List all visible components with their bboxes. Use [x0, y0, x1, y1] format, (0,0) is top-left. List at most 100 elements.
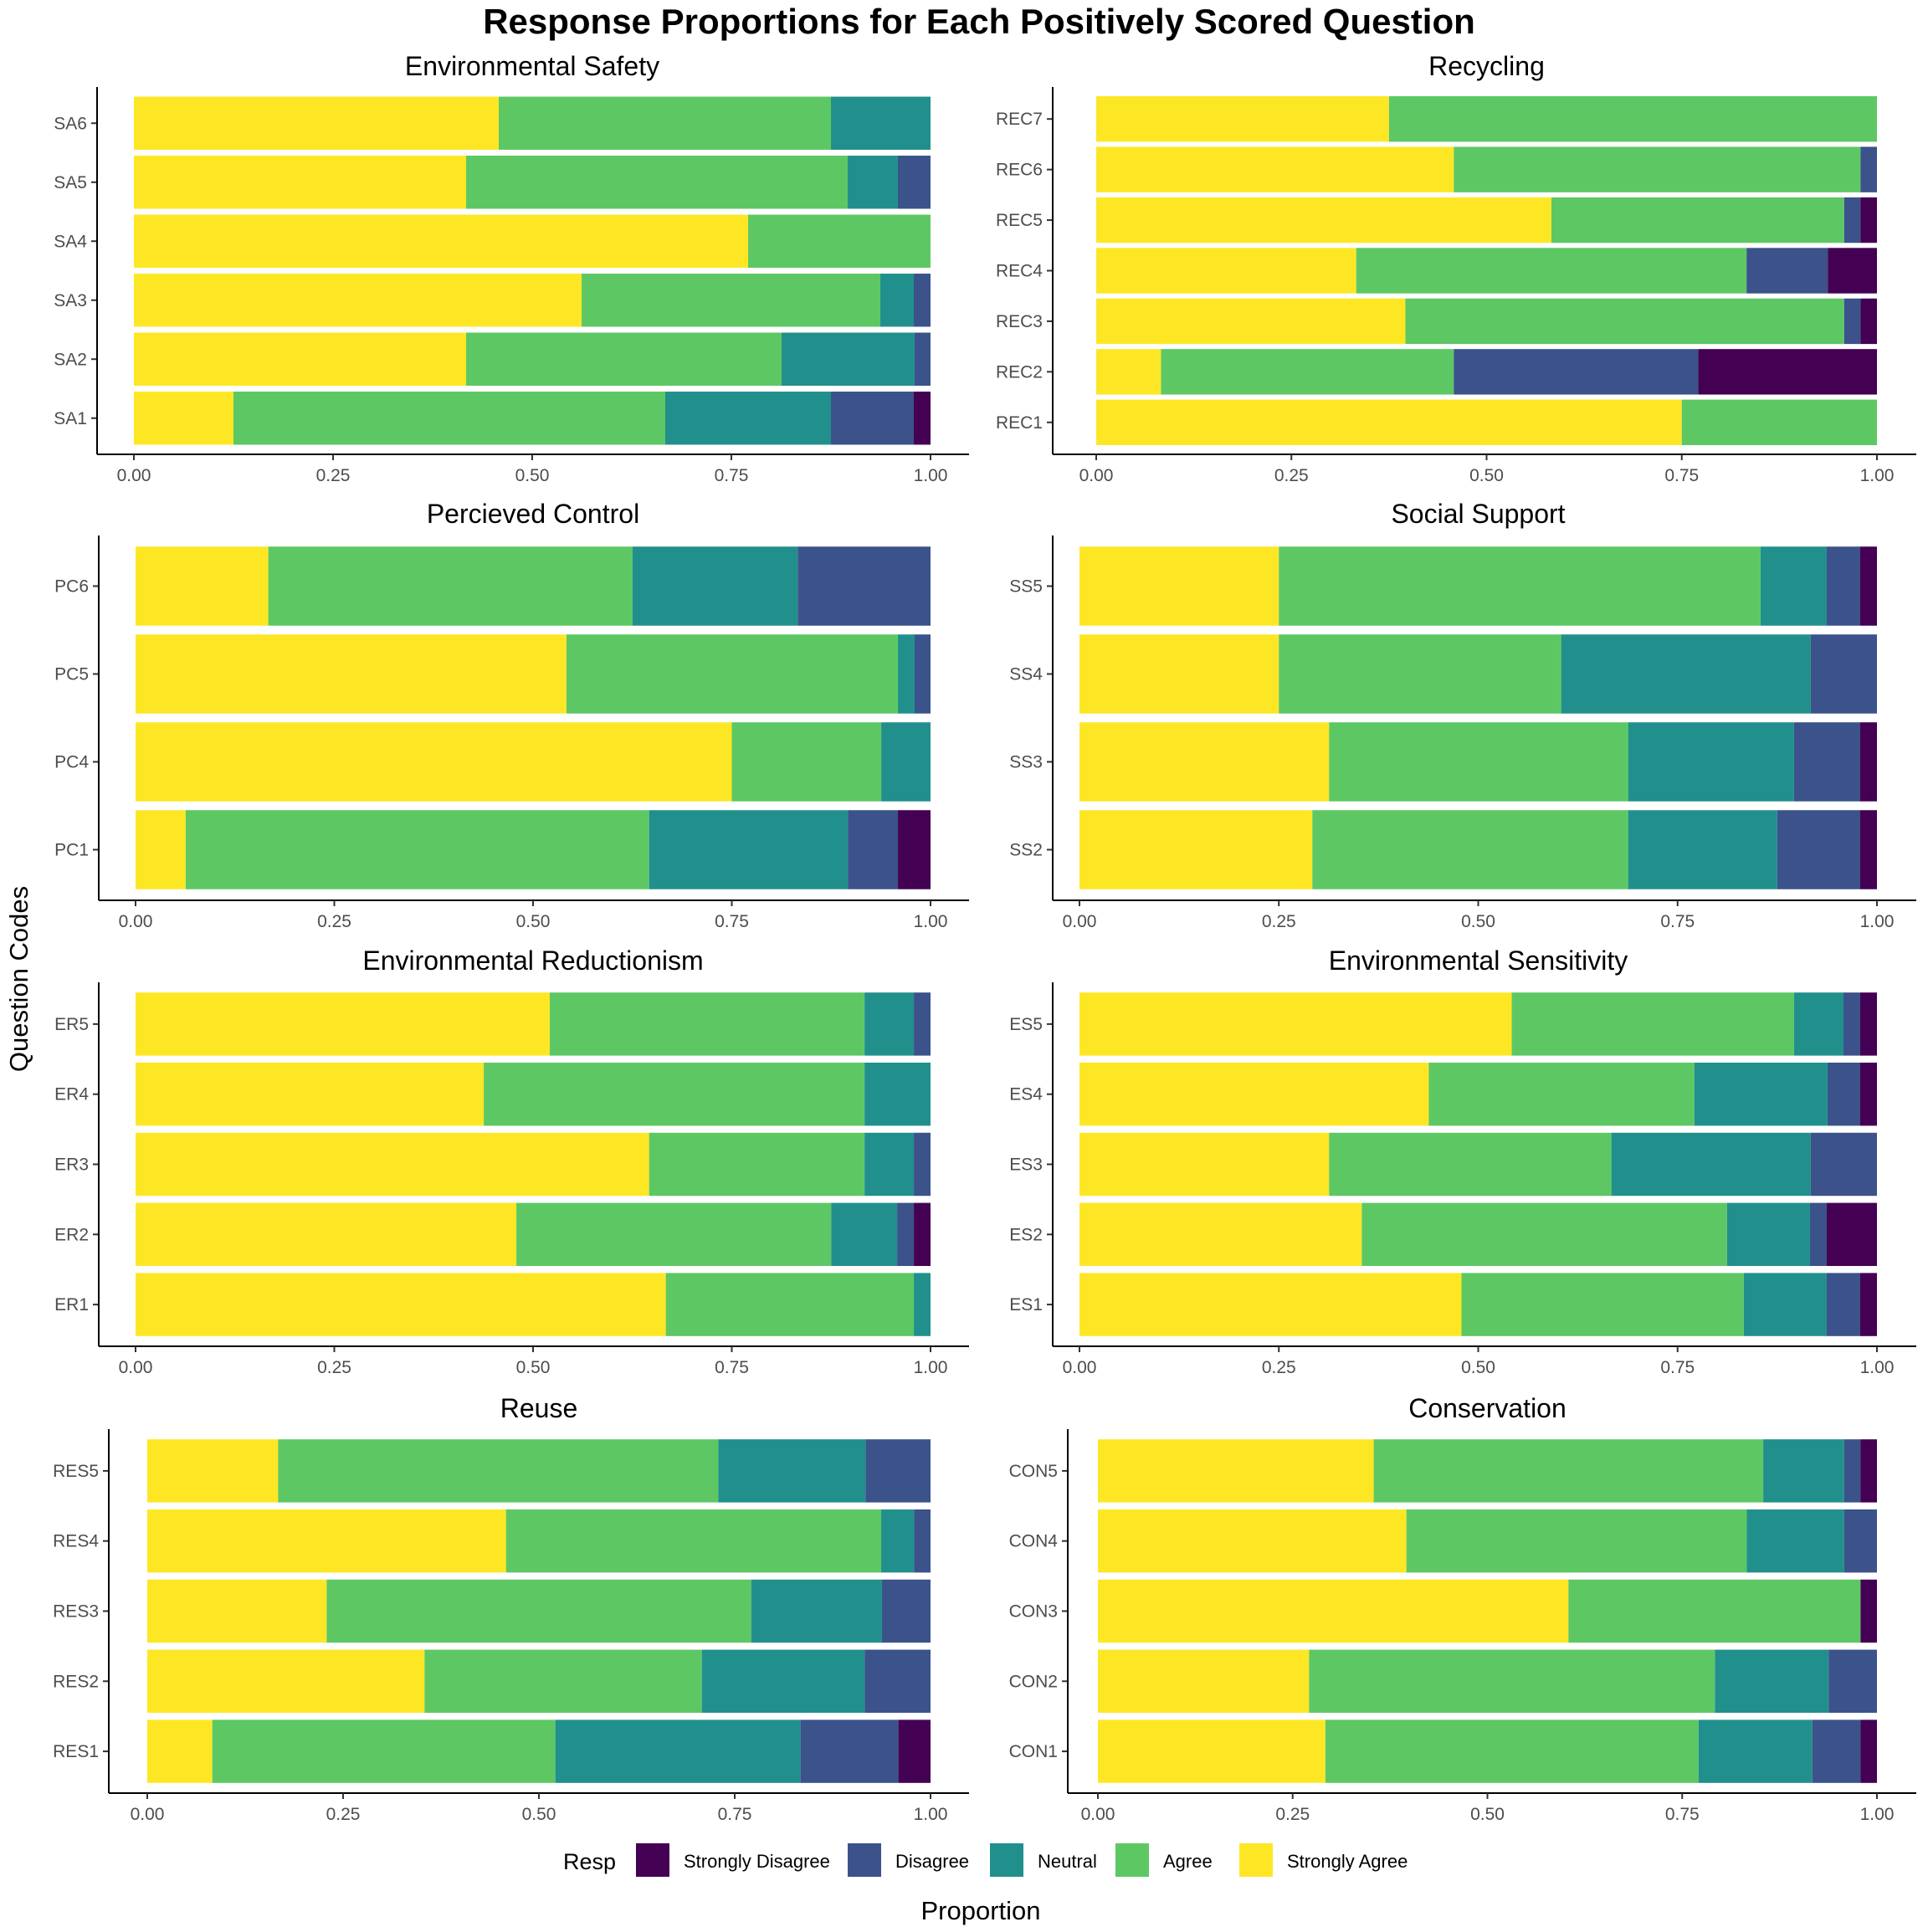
- panel-title: Conservation: [1408, 1393, 1566, 1423]
- bar-segment-res4-neutral: [881, 1509, 915, 1573]
- panel-title: Recycling: [1428, 51, 1545, 81]
- bar-segment-sa5-neutral: [847, 156, 898, 209]
- bar-segment-er2-disagree: [897, 1202, 915, 1267]
- bar-segment-pc5-disagree: [915, 634, 931, 714]
- bar-segment-con2-disagree: [1828, 1649, 1877, 1714]
- legend-label: Agree: [1163, 1851, 1213, 1872]
- bar-segment-res1-strongly-agree: [147, 1719, 213, 1783]
- bar-segment-pc1-strongly-agree: [136, 810, 186, 889]
- bar-segment-con5-strongly-disagree: [1860, 1439, 1877, 1503]
- x-tick-label: 1.00: [914, 1805, 948, 1824]
- bar-segment-con1-agree: [1325, 1719, 1699, 1783]
- bar-segment-pc1-agree: [185, 810, 649, 889]
- y-tick-label: SS4: [1009, 665, 1043, 684]
- bar-segment-ss2-neutral: [1628, 810, 1777, 889]
- x-tick-label: 0.75: [1660, 1358, 1695, 1377]
- bar-segment-sa4-strongly-agree: [134, 214, 748, 268]
- y-tick-label: CON1: [1009, 1742, 1058, 1761]
- x-tick-label: 0.25: [317, 1358, 351, 1377]
- y-tick-label: SS3: [1009, 753, 1043, 772]
- y-tick-label: SA4: [54, 232, 87, 251]
- bar-segment-rec2-agree: [1161, 349, 1454, 395]
- bar-segment-res5-neutral: [718, 1439, 866, 1503]
- bar-segment-er2-strongly-disagree: [914, 1202, 931, 1267]
- bar-segment-es3-agree: [1329, 1132, 1612, 1197]
- bar-segment-pc6-neutral: [632, 546, 798, 626]
- bar-segment-pc6-agree: [268, 546, 633, 626]
- bar-segment-es1-disagree: [1826, 1273, 1860, 1336]
- bar-segment-ss5-strongly-disagree: [1859, 546, 1877, 626]
- bar-segment-ss4-agree: [1279, 634, 1561, 714]
- bar-segment-sa1-agree: [233, 392, 665, 445]
- bar-segment-er4-strongly-agree: [136, 1062, 485, 1126]
- bar-segment-con2-strongly-agree: [1098, 1649, 1310, 1714]
- bar-segment-pc1-neutral: [649, 810, 849, 889]
- panel-social-support: Social Support SS5 SS4 SS3 SS2 0.00 0.25 0.50 0.…: [1009, 499, 1916, 931]
- y-tick-label: ES5: [1009, 1015, 1043, 1034]
- y-tick-label: SA6: [54, 114, 87, 133]
- bar-segment-pc1-disagree: [848, 810, 899, 889]
- y-tick-label: PC1: [54, 841, 89, 860]
- bar-segment-rec5-disagree: [1843, 197, 1861, 243]
- bar-segment-rec3-strongly-agree: [1096, 298, 1406, 345]
- bar-segment-res3-strongly-agree: [147, 1579, 327, 1643]
- bar-segment-es4-agree: [1428, 1062, 1695, 1126]
- bar-segment-rec1-agree: [1681, 399, 1877, 445]
- bar-segment-con1-disagree: [1812, 1719, 1861, 1783]
- bar-segment-rec2-strongly-disagree: [1698, 349, 1877, 395]
- legend-label: Disagree: [895, 1851, 969, 1872]
- panel-recycling: Recycling REC7 REC6 REC5 REC4 REC3 REC2 REC1 0.0…: [996, 51, 1916, 485]
- bar-segment-con2-agree: [1309, 1649, 1715, 1714]
- x-tick-label: 0.50: [522, 1805, 556, 1824]
- panel-title: Environmental Sensitivity: [1329, 946, 1628, 976]
- x-tick-label: 0.25: [1262, 1358, 1296, 1377]
- bar-segment-pc4-neutral: [881, 722, 931, 802]
- bar-segment-res1-agree: [212, 1719, 556, 1783]
- x-tick-label: 0.00: [131, 1805, 165, 1824]
- bar-segment-er5-strongly-agree: [136, 992, 550, 1056]
- bar-segment-ss2-agree: [1312, 810, 1628, 889]
- x-tick-label: 0.25: [1262, 912, 1296, 931]
- panel-conservation: Conservation CON5 CON4 CON3 CON2 CON1 0.00 0.25…: [1009, 1393, 1916, 1824]
- bar-segment-es4-strongly-agree: [1079, 1062, 1429, 1126]
- bar-segment-res4-disagree: [914, 1509, 931, 1573]
- x-tick-label: 0.00: [1081, 1805, 1115, 1824]
- legend-title: Resp: [563, 1849, 616, 1874]
- bar-segment-es2-agree: [1361, 1202, 1727, 1267]
- y-tick-label: REC1: [996, 413, 1043, 433]
- bar-segment-es1-agree: [1461, 1273, 1744, 1336]
- bar-segment-res5-agree: [278, 1439, 719, 1503]
- bar-segment-con3-strongly-agree: [1098, 1579, 1569, 1643]
- x-tick-label: 0.50: [1470, 1805, 1505, 1824]
- bar-segment-sa6-agree: [499, 96, 831, 150]
- bar-segment-es5-strongly-disagree: [1859, 992, 1877, 1056]
- bar-segment-res2-strongly-agree: [147, 1649, 425, 1714]
- chart-title: Response Proportions for Each Positively…: [483, 2, 1475, 41]
- bar-segment-sa6-neutral: [831, 96, 931, 150]
- y-tick-label: REC7: [996, 110, 1043, 129]
- bar-segment-con4-neutral: [1746, 1509, 1844, 1573]
- legend-item-strongly-disagree: Strongly Disagree: [636, 1843, 830, 1877]
- bar-segment-res2-disagree: [864, 1649, 931, 1714]
- x-tick-label: 0.00: [1063, 912, 1097, 931]
- panel-reuse: Reuse RES5 RES4 RES3 RES2 RES1 0.00 0.25 0.50 0.7…: [53, 1393, 969, 1824]
- bar-segment-sa1-strongly-agree: [134, 392, 233, 445]
- panel-environmental-sensitivity: Environmental Sensitivity ES5 ES4 ES3 ES2 ES1…: [1009, 946, 1916, 1377]
- bar-segment-es5-disagree: [1843, 992, 1860, 1056]
- bar-segment-res5-disagree: [865, 1439, 931, 1503]
- panel-environmental-reductionism: Environmental Reductionism ER5 ER4 ER3 ER2 ER…: [54, 946, 969, 1377]
- bar-segment-er3-disagree: [914, 1132, 931, 1197]
- bar-segment-es2-strongly-disagree: [1826, 1202, 1877, 1267]
- x-tick-label: 0.75: [715, 912, 749, 931]
- bar-segment-es4-strongly-disagree: [1859, 1062, 1877, 1126]
- x-tick-label: 0.25: [1274, 466, 1309, 485]
- bar-segment-ss5-disagree: [1826, 546, 1860, 626]
- x-tick-label: 0.75: [1660, 912, 1695, 931]
- bar-segment-pc5-strongly-agree: [136, 634, 567, 714]
- y-tick-label: ES4: [1009, 1085, 1043, 1104]
- bar-segment-sa3-disagree: [914, 274, 931, 327]
- bar-segment-con5-disagree: [1843, 1439, 1861, 1503]
- y-tick-label: CON5: [1009, 1462, 1058, 1481]
- bar-segment-sa4-agree: [747, 214, 931, 268]
